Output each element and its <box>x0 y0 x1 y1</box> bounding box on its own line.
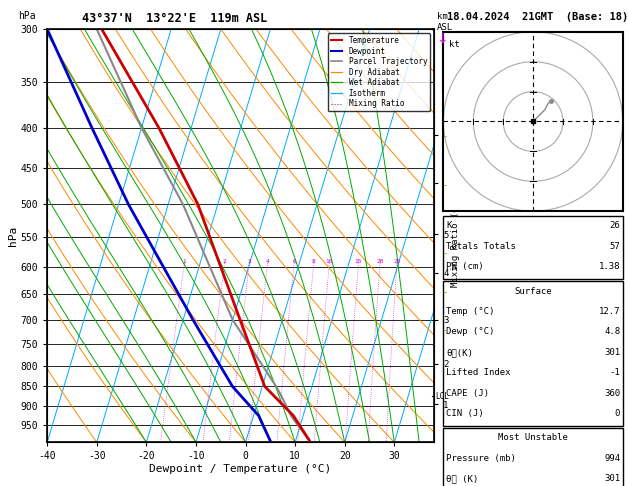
Text: 3: 3 <box>247 259 251 264</box>
Text: 26: 26 <box>610 222 620 230</box>
Text: hPa: hPa <box>18 11 36 21</box>
Legend: Temperature, Dewpoint, Parcel Trajectory, Dry Adiabat, Wet Adiabat, Isotherm, Mi: Temperature, Dewpoint, Parcel Trajectory… <box>328 33 430 111</box>
Text: Most Unstable: Most Unstable <box>498 434 568 442</box>
Text: PW (cm): PW (cm) <box>446 262 484 271</box>
Text: 6: 6 <box>292 259 296 264</box>
Text: 301: 301 <box>604 474 620 483</box>
Text: -: - <box>442 287 448 296</box>
Text: 1.38: 1.38 <box>599 262 620 271</box>
Text: 301: 301 <box>604 348 620 357</box>
Text: Temp (°C): Temp (°C) <box>446 307 494 316</box>
Text: 18.04.2024  21GMT  (Base: 18): 18.04.2024 21GMT (Base: 18) <box>447 12 628 22</box>
Text: Surface: Surface <box>515 287 552 295</box>
Text: CIN (J): CIN (J) <box>446 409 484 418</box>
Text: Lifted Index: Lifted Index <box>446 368 511 377</box>
Text: 20: 20 <box>376 259 384 264</box>
Text: -: - <box>442 326 448 335</box>
Text: LCL: LCL <box>435 392 449 401</box>
Text: -1: -1 <box>610 368 620 377</box>
Text: 2: 2 <box>223 259 226 264</box>
Text: -: - <box>442 131 448 141</box>
Text: 25: 25 <box>393 259 401 264</box>
X-axis label: Dewpoint / Temperature (°C): Dewpoint / Temperature (°C) <box>150 464 331 474</box>
Text: ↓: ↓ <box>437 32 448 46</box>
Text: 43°37'N  13°22'E  119m ASL: 43°37'N 13°22'E 119m ASL <box>82 12 267 25</box>
Text: 8: 8 <box>312 259 316 264</box>
Text: 994: 994 <box>604 454 620 463</box>
Text: 57: 57 <box>610 242 620 251</box>
Text: 0: 0 <box>615 409 620 418</box>
Text: 12.7: 12.7 <box>599 307 620 316</box>
Text: 360: 360 <box>604 389 620 398</box>
Text: kt: kt <box>449 40 460 49</box>
Y-axis label: hPa: hPa <box>8 226 18 246</box>
Text: Pressure (mb): Pressure (mb) <box>446 454 516 463</box>
Text: θᴇ(K): θᴇ(K) <box>446 348 473 357</box>
Text: km
ASL: km ASL <box>437 12 454 32</box>
Text: θᴇ (K): θᴇ (K) <box>446 474 478 483</box>
Text: 1: 1 <box>182 259 186 264</box>
Text: Dewp (°C): Dewp (°C) <box>446 328 494 336</box>
Text: -: - <box>442 180 448 190</box>
Text: 15: 15 <box>355 259 362 264</box>
Text: 4.8: 4.8 <box>604 328 620 336</box>
Text: 4: 4 <box>265 259 269 264</box>
Y-axis label: Mixing Ratio (g/kg): Mixing Ratio (g/kg) <box>451 185 460 287</box>
Text: Totals Totals: Totals Totals <box>446 242 516 251</box>
Text: -: - <box>442 248 448 258</box>
Text: K: K <box>446 222 452 230</box>
Text: CAPE (J): CAPE (J) <box>446 389 489 398</box>
Text: 10: 10 <box>326 259 333 264</box>
